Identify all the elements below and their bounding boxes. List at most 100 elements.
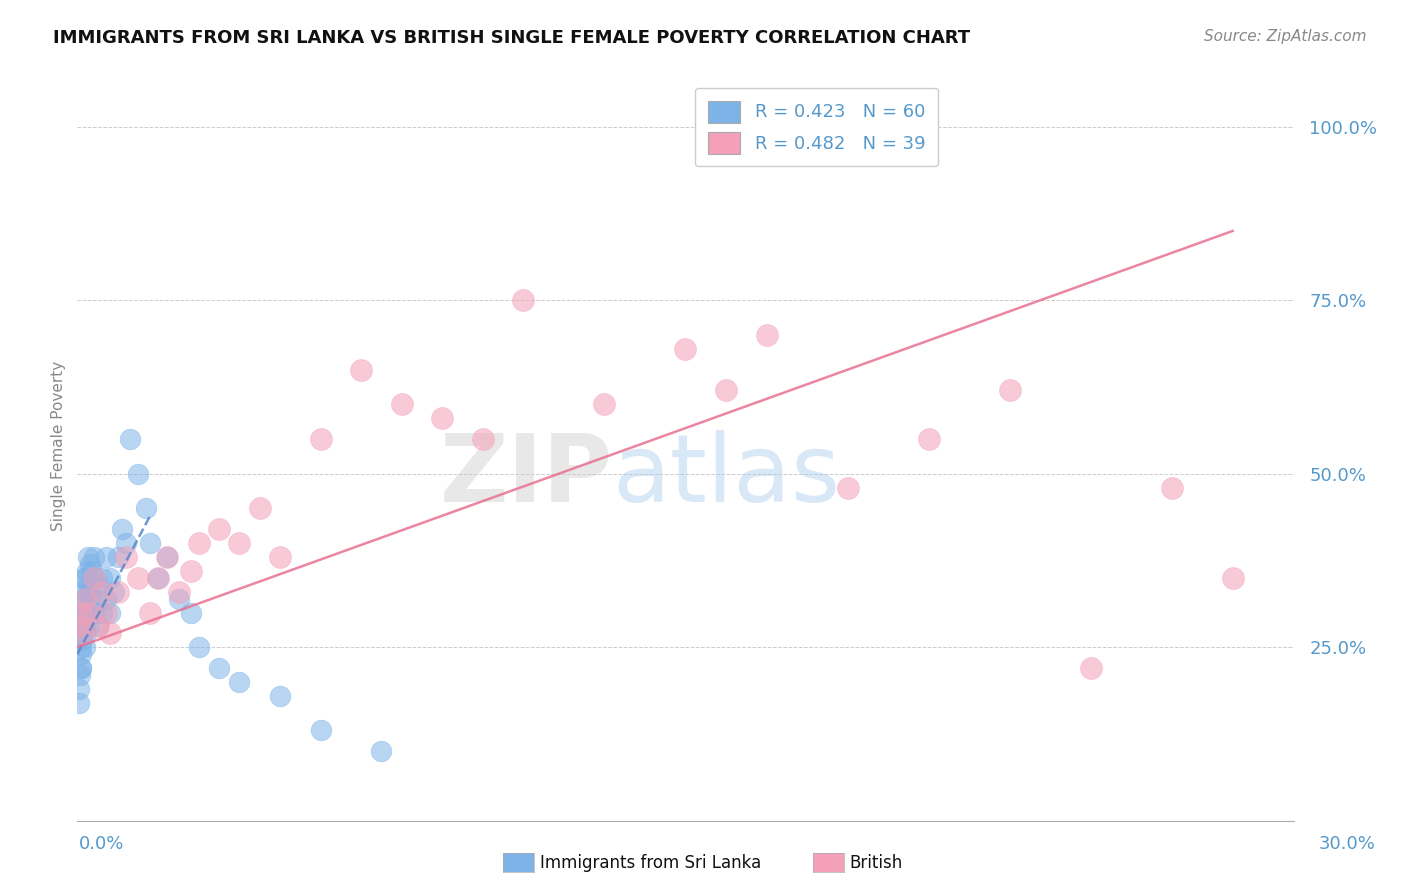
Point: [79, 557, 101, 571]
Point: [75, 571, 97, 585]
Point: [80, 564, 103, 578]
Point: [77, 549, 100, 564]
Point: [1161, 481, 1184, 495]
Point: [75, 640, 97, 655]
Text: Source: ZipAtlas.com: Source: ZipAtlas.com: [1204, 29, 1367, 44]
Point: [155, 549, 177, 564]
Point: [103, 584, 125, 599]
Point: [127, 467, 149, 481]
Point: [180, 606, 202, 620]
Point: [72, 606, 94, 620]
Point: [83, 606, 105, 620]
Point: [94, 549, 117, 564]
Point: [67, 681, 90, 696]
Point: [228, 674, 250, 689]
Point: [118, 432, 141, 446]
Point: [1080, 661, 1102, 675]
Point: [269, 549, 291, 564]
Point: [73, 571, 96, 585]
Point: [115, 536, 138, 550]
Point: [83, 549, 105, 564]
Point: [86, 619, 108, 633]
Point: [76, 578, 98, 592]
Text: IMMIGRANTS FROM SRI LANKA VS BRITISH SINGLE FEMALE POVERTY CORRELATION CHART: IMMIGRANTS FROM SRI LANKA VS BRITISH SIN…: [53, 29, 970, 46]
Point: [228, 536, 250, 550]
Point: [69, 661, 91, 675]
Point: [72, 626, 94, 640]
Point: [76, 606, 98, 620]
Point: [86, 619, 108, 633]
Point: [70, 633, 93, 648]
Point: [72, 626, 94, 640]
Point: [127, 571, 149, 585]
Point: [98, 606, 121, 620]
Point: [70, 606, 93, 620]
Point: [755, 328, 778, 343]
Text: 30.0%: 30.0%: [1319, 835, 1375, 853]
Point: [208, 522, 231, 536]
Point: [188, 640, 211, 655]
Point: [111, 522, 134, 536]
Point: [350, 362, 373, 376]
Point: [69, 668, 91, 682]
Point: [76, 591, 98, 606]
Point: [309, 723, 332, 738]
Point: [90, 606, 112, 620]
Point: [167, 584, 190, 599]
Text: Immigrants from Sri Lanka: Immigrants from Sri Lanka: [540, 854, 761, 871]
Point: [83, 571, 105, 585]
Point: [72, 619, 94, 633]
Text: British: British: [849, 854, 903, 871]
Point: [73, 606, 96, 620]
Point: [180, 564, 202, 578]
Point: [430, 411, 453, 425]
Point: [70, 640, 93, 655]
Point: [593, 397, 616, 411]
Text: atlas: atlas: [613, 430, 841, 522]
Point: [94, 606, 117, 620]
Point: [67, 696, 90, 710]
Legend: R = 0.423   N = 60, R = 0.482   N = 39: R = 0.423 N = 60, R = 0.482 N = 39: [695, 88, 938, 166]
Point: [79, 584, 101, 599]
Point: [269, 689, 291, 703]
Point: [148, 571, 170, 585]
Point: [115, 549, 138, 564]
Point: [471, 432, 494, 446]
Point: [107, 584, 129, 599]
Point: [75, 626, 97, 640]
Point: [148, 571, 170, 585]
Point: [139, 536, 162, 550]
Point: [714, 384, 737, 398]
Point: [72, 591, 94, 606]
Point: [70, 647, 93, 661]
Point: [90, 584, 112, 599]
Point: [188, 536, 211, 550]
Point: [837, 481, 859, 495]
Point: [75, 606, 97, 620]
Point: [1222, 571, 1244, 585]
Y-axis label: Single Female Poverty: Single Female Poverty: [51, 361, 66, 531]
Point: [79, 606, 101, 620]
Point: [107, 549, 129, 564]
Text: 0.0%: 0.0%: [79, 835, 124, 853]
Point: [135, 501, 157, 516]
Point: [998, 384, 1021, 398]
Point: [67, 619, 90, 633]
Point: [83, 571, 105, 585]
Point: [73, 619, 96, 633]
Point: [155, 549, 177, 564]
Point: [76, 564, 98, 578]
Point: [139, 606, 162, 620]
Point: [98, 571, 121, 585]
Point: [391, 397, 413, 411]
Point: [370, 744, 392, 758]
Text: ZIP: ZIP: [440, 430, 613, 522]
Point: [75, 591, 97, 606]
Point: [84, 591, 107, 606]
Point: [86, 578, 108, 592]
Point: [208, 661, 231, 675]
Point: [309, 432, 332, 446]
Point: [675, 342, 697, 356]
Point: [90, 571, 112, 585]
Point: [79, 619, 101, 633]
